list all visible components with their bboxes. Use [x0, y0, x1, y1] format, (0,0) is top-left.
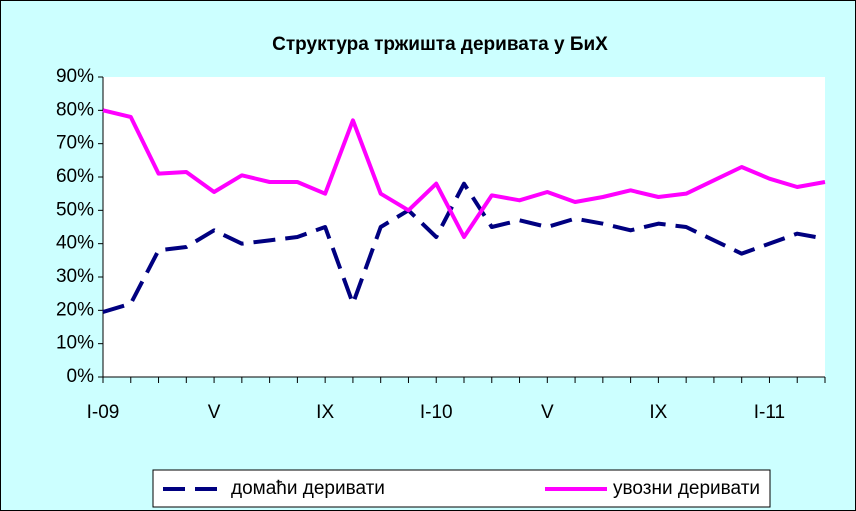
y-tick-label: 0%: [67, 366, 95, 387]
y-tick-label: 10%: [56, 333, 94, 354]
chart-title: Структура тржишта деривата у БиХ: [272, 34, 608, 55]
series-line: [102, 108, 826, 239]
y-tick-label: 50%: [56, 199, 94, 220]
y-tick-label: 70%: [56, 133, 94, 154]
x-tick-label: V: [208, 402, 221, 423]
y-tick-label: 40%: [56, 233, 94, 254]
x-tick-label: IX: [316, 402, 334, 423]
plot-area: [103, 77, 825, 377]
y-tick-label: 30%: [56, 266, 94, 287]
y-tick-label: 80%: [56, 99, 94, 120]
legend-label: увозни деривати: [613, 478, 760, 499]
y-tick-label: 90%: [56, 66, 94, 87]
series-line: [102, 181, 826, 314]
x-tick-label: I-10: [420, 402, 453, 423]
y-tick-label: 60%: [56, 166, 94, 187]
x-tick-label: V: [541, 402, 554, 423]
x-tick-label: IX: [649, 402, 667, 423]
x-tick-label: I-11: [754, 402, 785, 423]
y-tick-label: 20%: [56, 299, 94, 320]
legend: [152, 469, 771, 508]
legend-label: домаћи деривати: [231, 478, 385, 499]
x-tick-label: I-09: [87, 402, 120, 423]
